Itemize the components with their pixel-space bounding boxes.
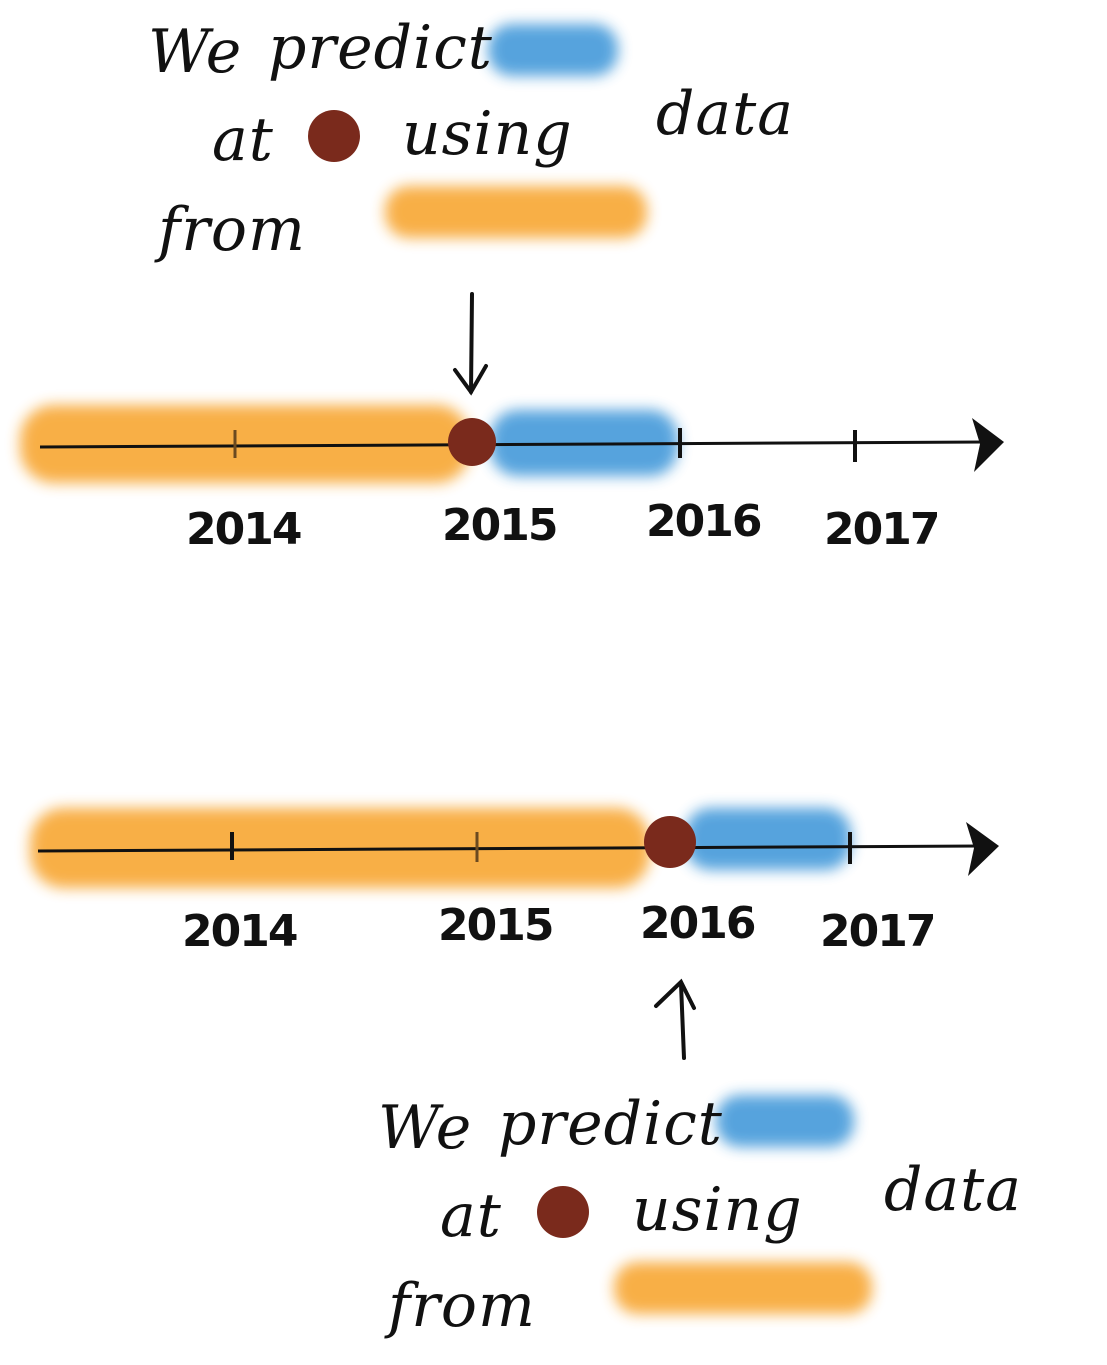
timeline-1 [20,405,1004,483]
caption-1-we: We [148,17,243,87]
timeline-2-year-2014: 2014 [182,906,298,957]
caption-1-now-dot [308,110,360,162]
caption-1-predict: predict [268,13,493,83]
caption-2-we: We [378,1093,473,1163]
caption-1-using: using [402,99,573,169]
timeline-1-year-2015: 2015 [442,500,558,551]
caption-1-from: from [158,195,306,265]
caption-2-from: from [388,1271,536,1341]
caption-2-past-swatch [614,1262,872,1314]
timeline-1-year-2017: 2017 [824,504,940,555]
timeline-2-year-2017: 2017 [820,906,936,957]
pointer-arrow-1 [453,292,488,396]
caption-2-predict: predict [498,1089,723,1159]
timeline-1-year-2014: 2014 [186,504,302,555]
caption-1-at: at [212,105,274,175]
caption-2-data: data [884,1155,1023,1225]
timeline-1-arrowhead [972,418,1004,472]
caption-2-using: using [632,1175,803,1245]
timeline-1-past-band [20,405,470,483]
timeline-2-now-dot [644,816,696,868]
caption-1-data: data [656,79,795,149]
timeline-2 [30,808,999,888]
timeline-1-now-dot [448,418,496,466]
timeline-2-axis [37,844,981,853]
caption-2-at: at [440,1181,502,1251]
timeline-2-arrowhead [966,822,999,876]
caption-1-past-swatch [385,186,647,238]
timeline-1-year-2016: 2016 [646,496,762,547]
timeline-2-year-2015: 2015 [438,900,554,951]
caption-2-future-swatch [716,1095,854,1147]
timeline-1-axis [39,440,986,449]
timeline-2-year-2016: 2016 [640,898,756,949]
pointer-arrow-2 [654,978,696,1060]
timeline-2-future-band [685,808,851,870]
caption-1-future-swatch [488,24,618,76]
caption-2-now-dot [537,1186,589,1238]
